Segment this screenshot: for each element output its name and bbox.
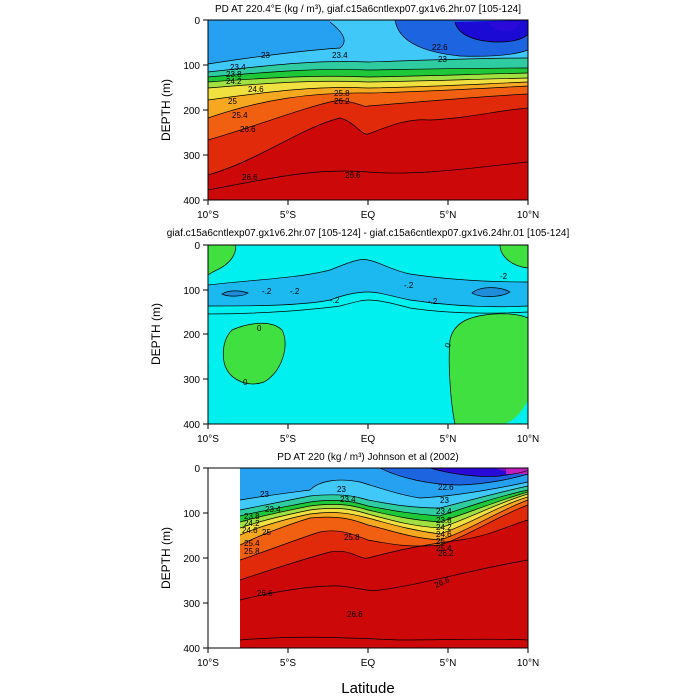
- contour-label: 24.2: [226, 77, 242, 86]
- contour-label: 25.4: [244, 539, 260, 548]
- panel-1-contour-lines: [208, 20, 528, 191]
- x-tick-label: EQ: [361, 658, 376, 669]
- contour-label: -.2: [428, 297, 438, 306]
- contour-label: -.2: [262, 287, 272, 296]
- contour-label: 0: [243, 378, 248, 387]
- contour-label: 23.8: [244, 512, 260, 521]
- panel-3-y-axis-label: DEPTH (m): [159, 527, 173, 589]
- contour-label: 26.6: [345, 171, 361, 180]
- contour-label: 24.6: [248, 85, 264, 94]
- contour-label: 25: [228, 97, 237, 106]
- contour-label: 24.6: [436, 530, 452, 539]
- panel-1-contour-labels: 23 23.4 22.6 23 23.4 23.8 24.2 24.6 25 2…: [226, 43, 448, 182]
- panel-2-title: giaf.c15a6cntlexp07.gx1v6.2hr.07 [105-12…: [167, 228, 570, 239]
- contour-label: 22.6: [438, 483, 454, 492]
- y-tick-label: 100: [183, 509, 200, 520]
- contour-label: 24.2: [244, 519, 260, 528]
- panel-3-title: PD AT 220 (kg / m³) Johnson et al (2002): [277, 452, 458, 463]
- y-tick-label: 0: [194, 241, 200, 252]
- panel-1: PD AT 220.4°E (kg / m³), giaf.c15a6cntle…: [159, 4, 539, 221]
- contour-label: 23.4: [436, 507, 452, 516]
- x-tick-label: 5°S: [280, 434, 297, 445]
- contour-label: 25.4: [436, 544, 452, 553]
- x-tick-label: EQ: [361, 210, 376, 221]
- contour-label: 26.6: [242, 173, 258, 182]
- contour-label: 23.4: [230, 63, 246, 72]
- y-tick-label: 0: [194, 464, 200, 475]
- y-tick-label: 300: [183, 151, 200, 162]
- contour-label: 23: [260, 490, 269, 499]
- contour-label: 24.6: [242, 526, 258, 535]
- x-tick-label: 10°N: [517, 658, 539, 669]
- contour-label: 25.8: [334, 89, 350, 98]
- contour-label: -.2: [330, 296, 340, 305]
- contour-label: 23: [440, 496, 449, 505]
- panel-2-contour-labels: -.2 -.2 -.2 -.2 -2 -.2 0 0 0: [243, 272, 508, 387]
- contour-label: 0: [257, 324, 262, 333]
- y-tick-label: 300: [183, 599, 200, 610]
- y-tick-label: 400: [183, 644, 200, 655]
- x-tick-label: 5°N: [440, 434, 457, 445]
- contour-label: 24.2: [436, 523, 452, 532]
- x-tick-label: 5°S: [280, 658, 297, 669]
- x-tick-label: 10°S: [197, 210, 219, 221]
- contour-label: 26.6: [257, 589, 273, 598]
- panel-2-contour-fills: [208, 245, 528, 424]
- contour-label: 23.4: [332, 51, 348, 60]
- panel-2-axes: 0 100 200 300 400 10°S 5°S EQ 5°N 10°N D…: [149, 241, 539, 445]
- panel-2-contour-lines: [208, 245, 528, 424]
- y-tick-label: 100: [183, 286, 200, 297]
- x-axis-label: Latitude: [341, 680, 394, 697]
- contour-label: 23.4: [340, 495, 356, 504]
- y-tick-label: 200: [183, 554, 200, 565]
- panel-1-title: PD AT 220.4°E (kg / m³), giaf.c15a6cntle…: [215, 4, 521, 15]
- contour-label: 23.8: [226, 70, 242, 79]
- contour-label: 25: [436, 537, 445, 546]
- x-tick-label: EQ: [361, 434, 376, 445]
- panel-1-y-axis-label: DEPTH (m): [159, 79, 173, 141]
- panel-2-y-axis-label: DEPTH (m): [149, 303, 163, 365]
- contour-label: 25.8: [344, 533, 360, 542]
- panel-3-contour-labels: 23 23.4 23 23.4 23.8 24.2 24.6 25 25.4 2…: [242, 483, 454, 619]
- contour-label: 22.6: [432, 43, 448, 52]
- contour-label: 26.2: [334, 97, 350, 106]
- contour-label: 23: [337, 485, 346, 494]
- panel-1-axes: 0 100 200 300 400 10°S 5°S EQ 5°N 10°N D…: [159, 16, 539, 221]
- x-tick-label: 10°S: [197, 658, 219, 669]
- x-tick-label: 5°S: [280, 210, 297, 221]
- y-tick-label: 200: [183, 330, 200, 341]
- panel-3-axes: 0 100 200 300 400 10°S 5°S EQ 5°N 10°N D…: [159, 464, 539, 697]
- y-tick-label: 300: [183, 375, 200, 386]
- contour-label: 23: [438, 55, 447, 64]
- x-tick-label: 5°N: [440, 210, 457, 221]
- x-tick-label: 10°N: [517, 210, 539, 221]
- x-tick-label: 5°N: [440, 658, 457, 669]
- contour-label: 25.8: [244, 547, 260, 556]
- contour-label: 23.4: [265, 505, 281, 514]
- y-tick-label: 0: [194, 16, 200, 27]
- x-tick-label: 10°S: [197, 434, 219, 445]
- contour-label: 26.6: [347, 610, 363, 619]
- contour-label: -2: [500, 272, 508, 281]
- contour-label: 25: [262, 528, 271, 537]
- x-tick-label: 10°N: [517, 434, 539, 445]
- panel-3-contour-lines: [240, 468, 528, 641]
- contour-label: 23: [261, 51, 270, 60]
- contour-label: 25.4: [232, 111, 248, 120]
- panel-2: giaf.c15a6cntlexp07.gx1v6.2hr.07 [105-12…: [149, 228, 569, 445]
- y-tick-label: 100: [183, 61, 200, 72]
- y-tick-label: 200: [183, 106, 200, 117]
- y-tick-label: 400: [183, 196, 200, 207]
- contour-label: -.2: [404, 281, 414, 290]
- panel-3: PD AT 220 (kg / m³) Johnson et al (2002): [159, 452, 539, 697]
- contour-label: 23.8: [436, 516, 452, 525]
- contour-label: 26.2: [438, 549, 454, 558]
- y-tick-label: 400: [183, 420, 200, 431]
- contour-label: 0: [443, 342, 453, 348]
- contour-label: 26.6: [240, 125, 256, 134]
- panel-1-contour-fills: [208, 20, 528, 200]
- contour-label: -.2: [290, 287, 300, 296]
- panel-3-contour-fills: [240, 468, 528, 648]
